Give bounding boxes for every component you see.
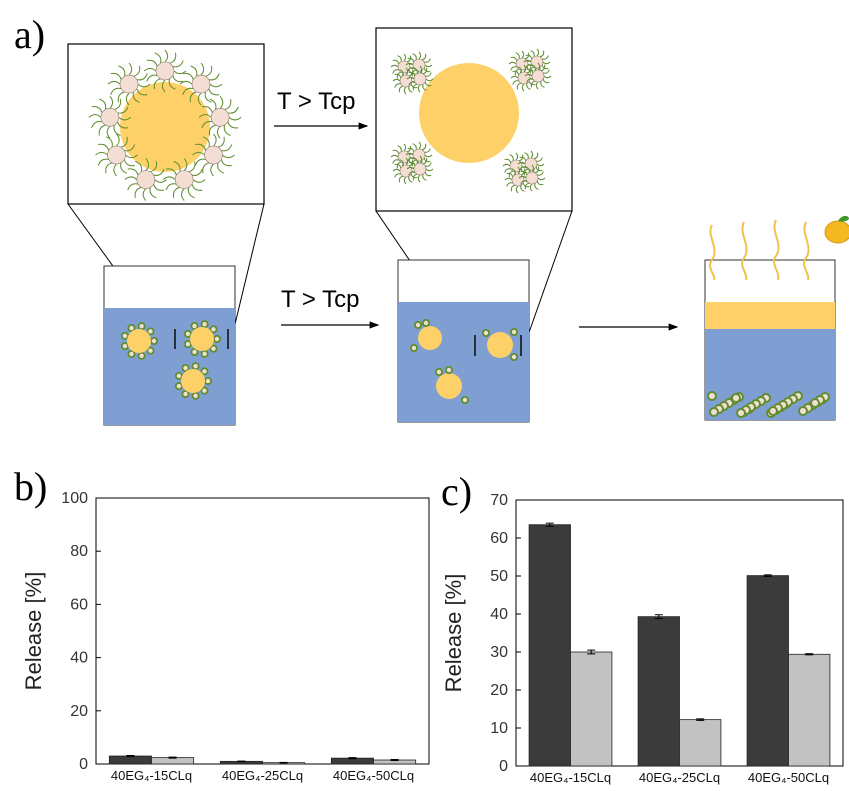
chart-c-y-tick-label: 60 bbox=[490, 530, 508, 547]
chart-b-y-tick-label: 0 bbox=[79, 756, 88, 773]
chart-c-category-label: 40EG₄-25CLq bbox=[639, 770, 720, 785]
micelle bbox=[406, 155, 434, 183]
chart-c-y-axis-title: Release [%] bbox=[441, 574, 466, 693]
sediment-particle-core bbox=[709, 393, 715, 399]
micelle-cluster bbox=[508, 48, 552, 92]
destabilized-droplet bbox=[435, 366, 469, 404]
sediment-particle-core bbox=[733, 395, 739, 401]
chart-b-y-tick-label: 60 bbox=[70, 596, 88, 613]
micelle bbox=[518, 164, 546, 192]
chart-c-bar bbox=[746, 575, 789, 767]
chart-b-bar bbox=[108, 755, 152, 765]
chart-c-y-tick-label: 30 bbox=[490, 644, 508, 661]
chart-b-y-axis-title: Release [%] bbox=[21, 572, 46, 691]
chart-c-bar bbox=[570, 651, 613, 767]
chart-c-y-tick-label: 50 bbox=[490, 568, 508, 585]
beaker-2-water bbox=[398, 302, 529, 422]
chart-b-plot-frame bbox=[95, 497, 430, 765]
micelle bbox=[405, 141, 433, 169]
chart-c-bar bbox=[528, 524, 571, 767]
sediment-particle-core bbox=[800, 408, 806, 414]
chart-b-category-label: 40EG₄-15CLq bbox=[111, 768, 192, 783]
chart-c: 0 10 20 30 40 50 60 70 40EG₄-15CLq 40EG₄-25CLq 40E… bbox=[441, 492, 844, 785]
oil-droplet-after bbox=[419, 63, 519, 163]
chart-b-y-tick-label: 100 bbox=[61, 490, 88, 507]
chart-b-y-tick-label: 80 bbox=[70, 543, 88, 560]
panel-c-label: c) bbox=[441, 469, 472, 514]
micelle bbox=[88, 95, 132, 139]
chart-c-bar bbox=[637, 616, 680, 767]
sediment-particle-core bbox=[770, 408, 776, 414]
chart-c-y-tick-label: 20 bbox=[490, 682, 508, 699]
chart-c-y-tick-label: 10 bbox=[490, 720, 508, 737]
micelle bbox=[406, 65, 434, 93]
beaker-2-destabilized-droplets bbox=[410, 319, 518, 404]
emulsion-droplet bbox=[183, 320, 221, 358]
scent-wave-1 bbox=[709, 224, 716, 281]
chart-c-y-tick-label: 70 bbox=[490, 492, 508, 509]
emulsion-droplet bbox=[174, 362, 212, 400]
scent-wave-4 bbox=[803, 221, 810, 281]
chart-b-category-label: 40EG₄-50CLq bbox=[333, 768, 414, 783]
chart-c-bar bbox=[679, 719, 722, 767]
transition-label-top: T > Tcp bbox=[277, 88, 356, 115]
chart-b: 0 20 40 60 80 100 40EG₄-15CLq 40EG₄-25CLq 40EG₄-… bbox=[21, 490, 430, 783]
micelle bbox=[524, 62, 552, 90]
micelle bbox=[198, 95, 242, 139]
scent-wave-3 bbox=[773, 219, 780, 281]
chart-c-y-tick-label: 40 bbox=[490, 606, 508, 623]
chart-c-y-tick-label: 0 bbox=[499, 758, 508, 775]
micelle-cluster bbox=[502, 150, 546, 194]
micelle bbox=[124, 158, 168, 201]
micelle bbox=[95, 133, 138, 177]
emulsion-droplet bbox=[120, 322, 158, 360]
beaker-1-emulsion-droplets bbox=[120, 320, 221, 400]
micelle bbox=[405, 51, 433, 79]
chart-c-category-label: 40EG₄-50CLq bbox=[748, 770, 829, 785]
chart-b-y-tick-label: 40 bbox=[70, 650, 88, 667]
chart-b-category-label: 40EG₄-25CLq bbox=[222, 768, 303, 783]
chart-c-category-label: 40EG₄-15CLq bbox=[530, 770, 611, 785]
panel-a-label: a) bbox=[14, 12, 45, 57]
micelle bbox=[192, 133, 235, 177]
scent-wave-2 bbox=[741, 221, 748, 281]
beaker-1-water bbox=[104, 308, 235, 425]
released-oil-layer bbox=[705, 302, 835, 329]
sediment-particle-core bbox=[738, 410, 744, 416]
micelle bbox=[107, 62, 151, 106]
destabilized-droplet bbox=[482, 328, 518, 361]
micelle-cluster bbox=[390, 141, 434, 185]
micelle bbox=[162, 158, 206, 201]
micelle-ring-before bbox=[88, 49, 242, 201]
chart-c-bar bbox=[788, 653, 831, 767]
transition-label-bottom: T > Tcp bbox=[281, 286, 360, 313]
micelle-clusters-after bbox=[390, 48, 552, 194]
chart-b-y-tick-label: 20 bbox=[70, 703, 88, 720]
lemon-icon bbox=[824, 215, 849, 244]
micelle-cluster bbox=[390, 51, 434, 95]
sedimented-micelles bbox=[707, 391, 830, 418]
sediment-particle-core bbox=[711, 409, 717, 415]
micelle bbox=[143, 49, 187, 93]
destabilized-droplet bbox=[410, 319, 442, 352]
oil-droplet-before bbox=[120, 82, 210, 172]
sediment-particle-core bbox=[812, 400, 818, 406]
micelle bbox=[179, 62, 223, 106]
panel-b-label: b) bbox=[14, 464, 47, 509]
